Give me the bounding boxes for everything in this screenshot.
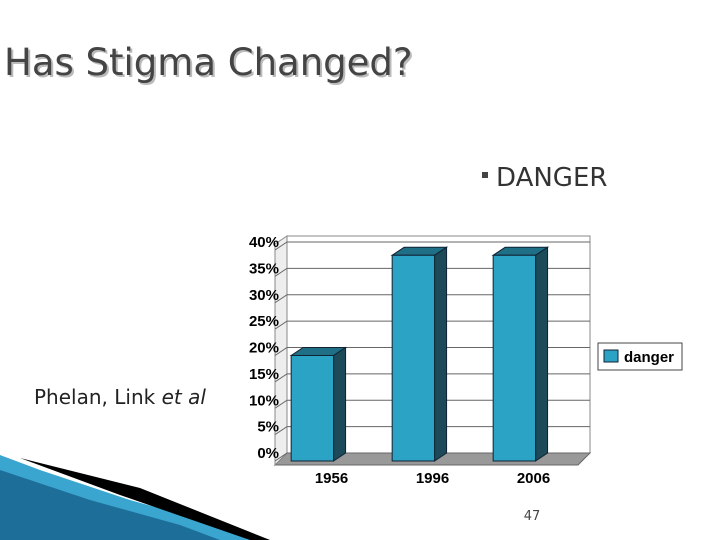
grid-line <box>274 241 590 251</box>
grid-line <box>274 452 590 462</box>
y-tick-label: 30% <box>249 287 279 304</box>
title: Has Stigma Changed? <box>4 41 413 84</box>
y-tick-label: 10% <box>249 392 279 409</box>
page-number: 47 <box>524 509 541 524</box>
y-tick-label: 25% <box>249 313 279 330</box>
y-tick-label: 40% <box>249 234 279 251</box>
bar-side <box>535 246 549 462</box>
legend-label: danger <box>624 349 674 366</box>
x-tick-label: 1996 <box>416 470 449 487</box>
y-tick-label: 0% <box>257 445 279 462</box>
bullet-icon <box>482 172 488 178</box>
y-tick-label: 20% <box>249 340 279 357</box>
bullet: DANGER <box>496 163 607 193</box>
chart: 0% 5% 10% 15% 20% 25% 30% 35% 40% 1956 1996 2006 dan… <box>249 234 683 487</box>
x-tick-label: 2006 <box>517 470 550 487</box>
grid-line <box>274 347 590 356</box>
y-tick-label: 35% <box>249 260 279 277</box>
left-wall <box>274 235 288 467</box>
citation-italic: et al <box>162 385 207 409</box>
grid-line <box>274 373 590 383</box>
legend-swatch <box>603 349 619 363</box>
swoosh-line <box>20 458 270 540</box>
y-tick-label: 15% <box>249 366 279 383</box>
bar-side <box>434 246 448 462</box>
bar <box>391 254 436 462</box>
bar <box>290 355 335 462</box>
title-shadow: Has Stigma Changed? <box>6 43 415 86</box>
grid-line <box>274 426 590 436</box>
grid-line <box>274 320 590 330</box>
x-tick-label: 1956 <box>315 470 348 487</box>
swoosh-dark <box>0 470 220 540</box>
bar <box>492 254 537 462</box>
bar-side <box>333 346 347 462</box>
citation: Phelan, Link et al <box>34 385 206 409</box>
grid-line <box>274 294 590 304</box>
grid-line <box>274 399 590 409</box>
y-tick-label: 5% <box>257 419 279 436</box>
grid-line <box>274 267 590 277</box>
citation-authors: Phelan, Link <box>34 385 156 409</box>
